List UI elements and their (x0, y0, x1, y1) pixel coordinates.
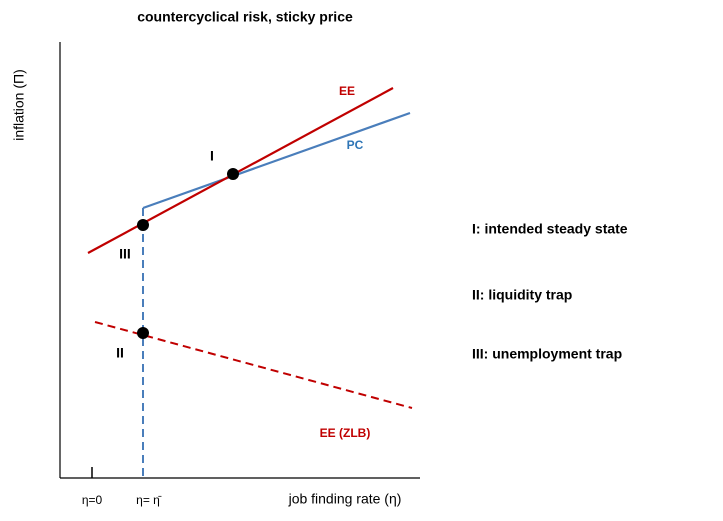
point (227, 168, 239, 180)
curve-label: PC (347, 138, 364, 152)
point (137, 219, 149, 231)
curve-label: EE (339, 84, 355, 98)
point-label: I (210, 148, 214, 164)
legend-item: III: unemployment trap (472, 346, 622, 362)
ee-curve (87, 87, 394, 254)
point (137, 327, 149, 339)
curve-label: EE (ZLB) (320, 426, 371, 440)
y-axis-label: inflation (Π) (11, 69, 27, 141)
pc-curve (142, 111, 411, 210)
x-axis-label: job finding rate (η) (288, 491, 402, 507)
point-label: II (116, 345, 124, 361)
title: countercyclical risk, sticky price (137, 9, 353, 25)
x-tick-label: η=0 (82, 493, 103, 507)
legend-item: I: intended steady state (472, 221, 628, 237)
legend-item: II: liquidity trap (472, 287, 572, 303)
x-tick-label: η= η̄ (136, 493, 162, 507)
point-label: III (119, 246, 131, 262)
